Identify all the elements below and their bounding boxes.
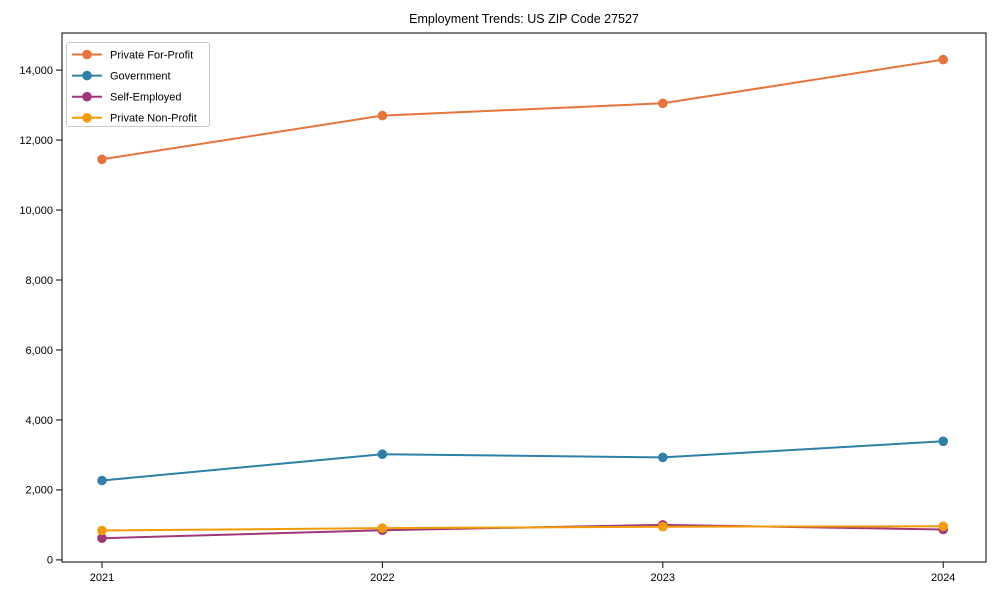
series-line-government — [101, 440, 945, 482]
y-tick-label: 6,000 — [25, 345, 53, 357]
data-point-government — [97, 475, 107, 486]
legend-label-private-non-profit: Private Non-Profit — [110, 113, 197, 125]
data-point-government — [938, 436, 948, 447]
legend-marker-government — [82, 70, 92, 81]
y-tick-label: 2,000 — [25, 485, 53, 497]
data-point-self-employed — [97, 533, 107, 543]
data-point-government — [377, 449, 388, 460]
legend-label-government: Government — [110, 71, 171, 83]
y-tick-label: 10,000 — [19, 205, 53, 217]
data-point-private-for-profit — [97, 154, 107, 165]
data-point-private-non-profit — [377, 523, 388, 533]
y-tick-label: 8,000 — [25, 275, 53, 287]
legend-marker-private-non-profit — [82, 113, 92, 123]
data-point-private-non-profit — [97, 525, 107, 536]
data-point-private-non-profit — [658, 521, 668, 532]
plot-border — [61, 32, 987, 563]
y-tick-label: 0 — [47, 555, 53, 567]
x-tick-label: 2024 — [931, 572, 955, 584]
legend-box — [66, 42, 210, 127]
y-tick-label: 4,000 — [25, 415, 53, 427]
x-tick-label: 2022 — [370, 572, 394, 584]
legend-label-self-employed: Self-Employed — [110, 92, 182, 104]
legend-marker-self-employed — [82, 91, 92, 102]
data-point-private-for-profit — [938, 54, 948, 65]
x-tick-label: 2023 — [651, 572, 675, 584]
series-line-private-for-profit — [101, 58, 945, 161]
y-tick-label: 12,000 — [19, 135, 53, 147]
data-point-private-for-profit — [377, 110, 388, 121]
data-point-private-for-profit — [658, 98, 668, 109]
y-tick-label: 14,000 — [19, 65, 53, 77]
data-point-government — [658, 452, 668, 463]
legend-label-private-for-profit: Private For-Profit — [110, 49, 193, 61]
legend-marker-private-for-profit — [82, 49, 92, 60]
chart-title: Employment Trends: US ZIP Code 27527 — [409, 12, 639, 26]
x-tick-label: 2021 — [90, 572, 114, 584]
series-line-private-non-profit — [101, 525, 945, 532]
data-point-private-non-profit — [938, 521, 948, 532]
